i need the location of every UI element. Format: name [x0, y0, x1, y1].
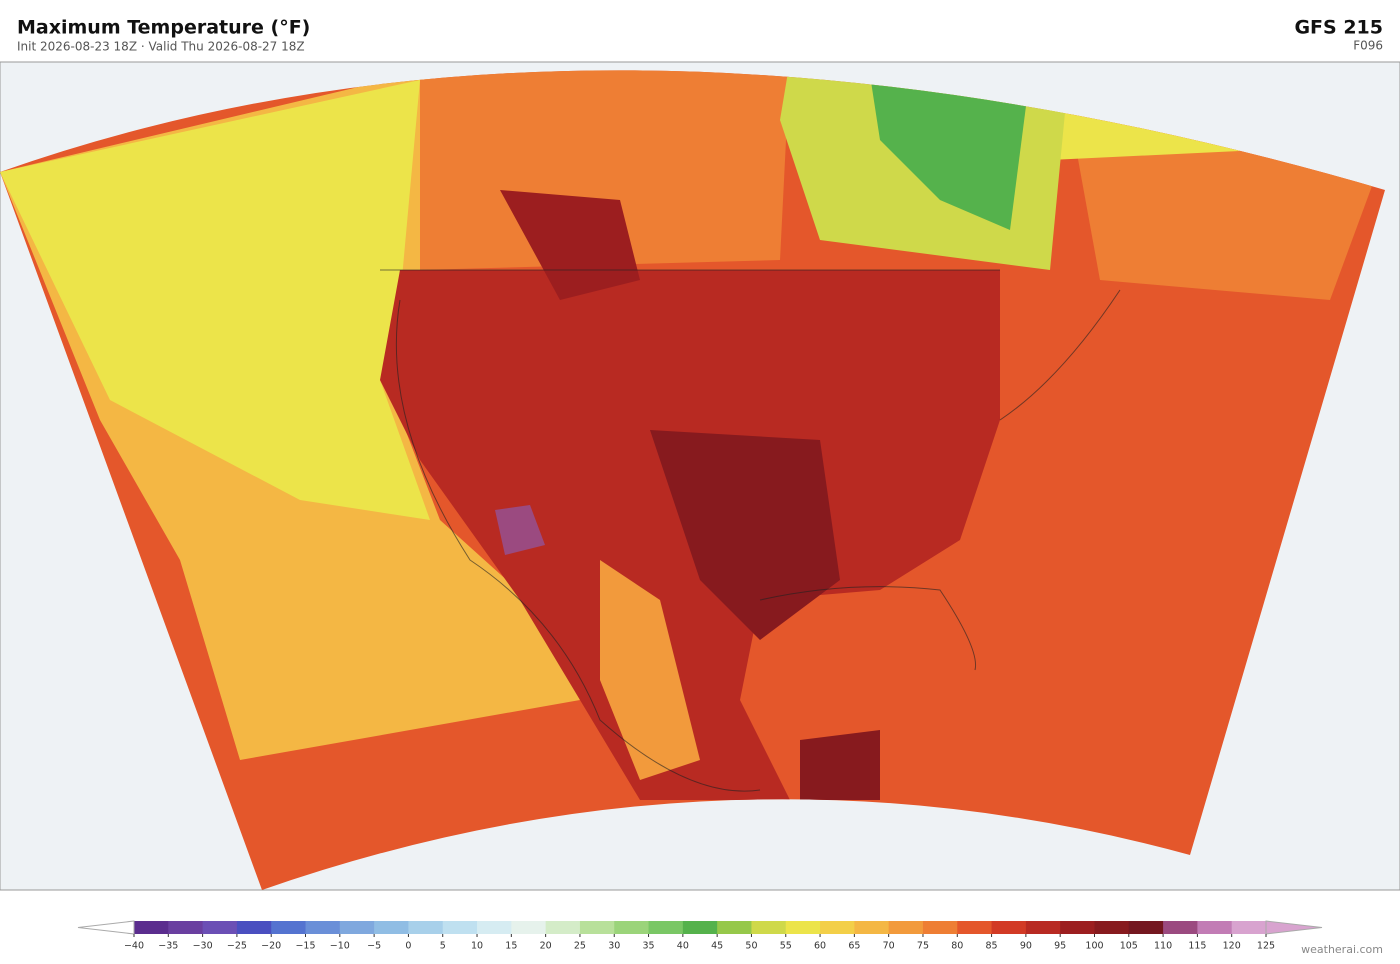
colorbar-segment: [1231, 921, 1267, 934]
colorbar-segment: [820, 921, 855, 934]
colorbar-segment: [442, 921, 478, 934]
colorbar-tick-label: −35: [158, 941, 178, 952]
colorbar-tick-label: −25: [227, 941, 247, 952]
subtitle: Init 2026-08-23 18Z · Valid Thu 2026-08-…: [17, 40, 305, 54]
colorbar-segment: [168, 921, 204, 934]
forecast-hour: F096: [1353, 39, 1383, 53]
colorbar-tick-label: 25: [574, 941, 586, 952]
colorbar-segment: [922, 921, 958, 934]
colorbar-segment: [717, 921, 752, 934]
colorbar-segment: [1094, 921, 1130, 934]
colorbar-segment: [682, 921, 718, 934]
colorbar-tick-label: 110: [1154, 941, 1172, 952]
colorbar-segment: [1197, 921, 1233, 934]
colorbar-extend-high: [1265, 920, 1323, 935]
colorbar-segment: [271, 921, 307, 934]
colorbar-tick-label: 30: [608, 941, 620, 952]
colorbar-segment: [134, 921, 169, 934]
colorbar-segment: [236, 921, 272, 934]
coastline: [380, 269, 1121, 792]
colorbar-segment: [1025, 921, 1061, 934]
colorbar-segment: [854, 921, 890, 934]
colorbar-tick-label: 35: [642, 941, 654, 952]
colorbar-tick-label: 0: [405, 941, 411, 952]
colorbar-tick-label: 55: [780, 941, 792, 952]
field-region: [800, 730, 880, 800]
colorbar-segment: [991, 921, 1027, 934]
colorbar-tick-label: 120: [1223, 941, 1241, 952]
credit: weatherai.com: [1301, 943, 1383, 956]
colorbar-tick-label: 40: [677, 941, 689, 952]
colorbar: −40 −35 −30 −25 −20 −15 −10 −5 0 5 10 15 20 25 30 35 40 4…: [77, 920, 1323, 952]
colorbar-tick-label: −30: [193, 941, 213, 952]
colorbar-segment: [339, 921, 375, 934]
colorbar-tick-label: 50: [745, 941, 757, 952]
colorbar-tick-label: −15: [295, 941, 315, 952]
colorbar-segment: [888, 921, 924, 934]
colorbar-segment: [511, 921, 547, 934]
map: [0, 61, 1400, 891]
colorbar-segment: [305, 921, 341, 934]
colorbar-tick-label: −20: [261, 941, 281, 952]
colorbar-tick-label: −10: [330, 941, 350, 952]
field-region: [600, 560, 700, 780]
colorbar-segment: [1163, 921, 1198, 934]
colorbar-segment: [614, 921, 650, 934]
colorbar-tick-label: 70: [883, 941, 895, 952]
colorbar-tick-label: −5: [367, 941, 381, 952]
colorbar-tick-label: 65: [848, 941, 860, 952]
colorbar-segment: [477, 921, 512, 934]
colorbar-tick-label: 45: [711, 941, 723, 952]
colorbar-segment: [751, 921, 787, 934]
colorbar-tick-label: 85: [986, 941, 998, 952]
colorbar-tick-label: 80: [951, 941, 963, 952]
colorbar-tick-label: 105: [1120, 941, 1138, 952]
colorbar-segment: [1060, 921, 1095, 934]
colorbar-tick-label: 60: [814, 941, 826, 952]
field-region: [0, 80, 430, 520]
colorbar-tick-label: 100: [1085, 941, 1103, 952]
colorbar-segment: [957, 921, 993, 934]
field-region: [650, 430, 840, 640]
field-region: [870, 75, 1030, 230]
field-region: [500, 190, 640, 300]
colorbar-tick-label: 95: [1054, 941, 1066, 952]
colorbar-tick-label: 5: [440, 941, 446, 952]
title: Maximum Temperature (°F): [17, 17, 310, 39]
field-region: [420, 70, 790, 270]
colorbar-segment: [374, 921, 409, 934]
field-region: [495, 505, 545, 555]
colorbar-tick-label: 10: [471, 941, 483, 952]
colorbar-segment: [545, 921, 581, 934]
colorbar-tick-label: 20: [540, 941, 552, 952]
colorbar-segment: [408, 921, 444, 934]
colorbar-tick-label: 15: [505, 941, 517, 952]
colorbar-segment: [202, 921, 238, 934]
colorbar-segment: [579, 921, 615, 934]
colorbar-tick-label: 115: [1188, 941, 1206, 952]
colorbar-segment: [648, 921, 684, 934]
colorbar-segment: [785, 921, 821, 934]
colorbar-tick-label: 90: [1020, 941, 1032, 952]
colorbar-tick-label: 125: [1257, 941, 1275, 952]
colorbar-extend-low: [77, 920, 135, 935]
colorbar-segment: [1128, 921, 1164, 934]
colorbar-tick-label: 75: [917, 941, 929, 952]
colorbar-tick-label: −40: [124, 941, 144, 952]
model-label: GFS 215: [1294, 17, 1383, 39]
